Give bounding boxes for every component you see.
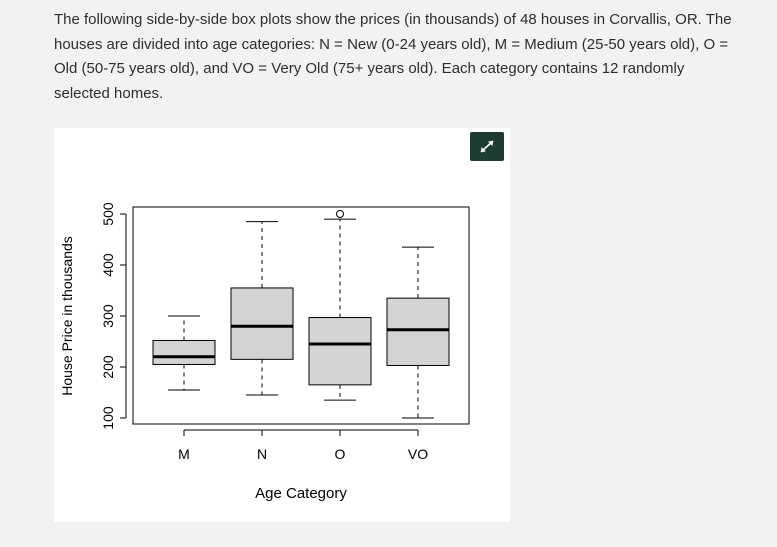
iqr-box: [308, 317, 372, 386]
plot-frame: [132, 206, 470, 425]
y-axis-label: House Price in thousands: [59, 236, 75, 396]
x-axis-label: Age Category: [255, 485, 347, 502]
box-o: [308, 210, 372, 401]
box-m: [152, 315, 216, 391]
y-tick-label: 500: [100, 202, 116, 226]
iqr-box: [230, 287, 294, 360]
y-tick-label: 400: [100, 253, 116, 277]
outlier-point: [336, 210, 344, 218]
intro-paragraph: The following side-by-side box plots sho…: [54, 11, 732, 102]
x-axis: M N O VO: [178, 429, 428, 462]
x-tick-label: VO: [408, 446, 428, 462]
expand-image-button[interactable]: [470, 132, 504, 161]
box-n: [230, 221, 294, 396]
y-tick-label: 300: [100, 304, 116, 328]
box-vo: [386, 246, 450, 419]
y-tick-label: 100: [100, 406, 116, 430]
box-series: [152, 210, 450, 419]
x-tick-label: O: [335, 446, 346, 462]
x-tick-label: M: [178, 446, 190, 462]
iqr-box: [386, 297, 450, 366]
expand-arrows-icon: [480, 140, 494, 153]
x-tick-label: N: [257, 446, 267, 462]
iqr-box: [152, 339, 216, 365]
y-tick-label: 200: [100, 355, 116, 379]
y-axis: 100 200 300 400 500: [100, 202, 127, 430]
